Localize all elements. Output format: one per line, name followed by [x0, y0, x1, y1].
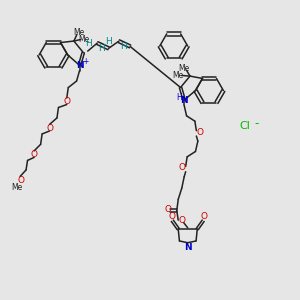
- Text: Me: Me: [74, 28, 85, 37]
- Text: H: H: [105, 37, 112, 46]
- Text: Cl: Cl: [240, 121, 250, 131]
- Text: Me: Me: [178, 64, 189, 73]
- Text: O: O: [168, 212, 175, 221]
- Text: H: H: [176, 93, 182, 102]
- Text: -: -: [255, 117, 259, 130]
- Text: H: H: [98, 44, 105, 53]
- Text: N: N: [76, 61, 83, 70]
- Text: O: O: [17, 176, 24, 185]
- Text: O: O: [31, 150, 38, 159]
- Text: H: H: [85, 39, 92, 48]
- Text: O: O: [63, 97, 70, 106]
- Text: O: O: [165, 205, 172, 214]
- Text: O: O: [179, 216, 186, 225]
- Text: O: O: [46, 124, 53, 133]
- Text: O: O: [178, 163, 186, 172]
- Text: H: H: [120, 42, 127, 51]
- Text: Me: Me: [172, 71, 183, 80]
- Text: N: N: [180, 96, 188, 105]
- Text: N: N: [184, 243, 192, 252]
- Text: O: O: [196, 128, 203, 137]
- Text: +: +: [82, 57, 88, 66]
- Text: O: O: [200, 212, 207, 221]
- Text: Me: Me: [79, 35, 90, 44]
- Text: Me: Me: [11, 183, 23, 192]
